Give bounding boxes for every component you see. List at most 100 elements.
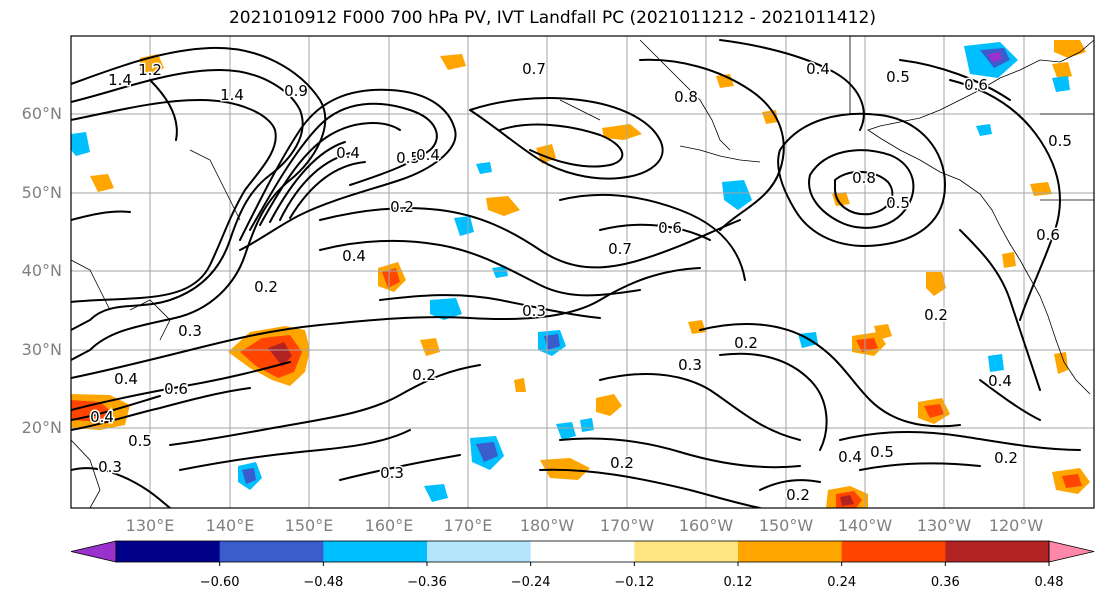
contour-label: 0.4 — [838, 448, 862, 466]
shade-negative — [580, 418, 594, 432]
contour-label: 0.3 — [380, 464, 404, 482]
shade-negative — [988, 354, 1004, 372]
contour-label: 0.2 — [390, 198, 414, 216]
contour-label: 0.4 — [90, 408, 114, 426]
shade-positive — [602, 124, 642, 140]
colorbar-segment — [634, 541, 739, 562]
contour-label: 0.2 — [610, 454, 634, 472]
contour-label: 0.5 — [886, 68, 910, 86]
contour-label: 0.3 — [178, 322, 202, 340]
shade-negative — [976, 124, 992, 136]
lat-label: 30°N — [22, 340, 62, 359]
contour-label: 0.3 — [678, 356, 702, 374]
colorbar-segment — [738, 541, 843, 562]
lon-label: 150°W — [759, 516, 814, 535]
shade-negative — [492, 266, 508, 278]
latitude-labels: 60°N 50°N 40°N 30°N 20°N — [22, 104, 62, 437]
contour-label: 0.3 — [98, 458, 122, 476]
shade-positive — [840, 495, 854, 506]
lon-label: 130°W — [917, 516, 972, 535]
contour-label: 0.5 — [396, 149, 420, 167]
contour-label: 0.6 — [1036, 226, 1060, 244]
shade-positive — [90, 174, 114, 192]
shade-negative — [71, 132, 90, 156]
shade-positive — [382, 268, 400, 288]
colorbar-tick-label: −0.12 — [614, 575, 654, 590]
contour-label: 0.9 — [284, 82, 308, 100]
colorbar-segment — [323, 541, 428, 562]
colorbar-tick-label: 0.48 — [1035, 575, 1064, 590]
shade-positive — [1002, 252, 1016, 268]
colorbar-segment — [219, 541, 324, 562]
contour-label: 1.4 — [108, 71, 132, 89]
colorbar-segment — [841, 541, 946, 562]
contour-label: 0.6 — [164, 380, 188, 398]
shade-positive — [268, 342, 292, 366]
shade-positive — [486, 196, 520, 216]
shade-negative — [476, 162, 492, 174]
contour-labels: 1.21.41.4 0.90.70.80.4 0.5 0.60.50.4 0.50.40… — [89, 59, 1074, 506]
colorbar-segment — [427, 541, 532, 562]
contour-label: 0.2 — [786, 486, 810, 504]
lon-label: 140°E — [206, 516, 255, 535]
shade-positive — [1054, 40, 1086, 58]
contour-label: 0.2 — [254, 278, 278, 296]
shade-positive — [596, 394, 622, 416]
colorbar-tick-label: −0.60 — [200, 575, 240, 590]
shade-positive — [874, 324, 892, 340]
contour-label: 0.4 — [342, 247, 366, 265]
colorbar-segment — [945, 541, 1050, 562]
graticule — [71, 36, 1094, 508]
lon-label: 140°W — [838, 516, 893, 535]
colorbar-tick-label: −0.24 — [511, 575, 551, 590]
contour-label: 0.5 — [870, 443, 894, 461]
shade-positive — [1062, 474, 1082, 488]
contour-label: 0.5 — [886, 194, 910, 212]
longitude-labels: 130°E 140°E 150°E 160°E 170°E 180°W 170°… — [126, 516, 1044, 535]
contour-label: 0.3 — [522, 302, 546, 320]
lat-label: 40°N — [22, 261, 62, 280]
colorbar-tick-label: 0.36 — [931, 575, 960, 590]
shade-positive — [856, 338, 878, 352]
contour-label: 0.5 — [128, 432, 152, 450]
colorbar-extend-min — [70, 540, 117, 563]
shade-negative — [544, 334, 560, 350]
shade-positive — [1030, 182, 1052, 196]
lon-label: 150°E — [285, 516, 334, 535]
contour-label: 0.7 — [608, 240, 632, 258]
shade-positive — [1052, 62, 1072, 80]
contour-label: 0.2 — [994, 449, 1018, 467]
shade-positive — [440, 54, 466, 70]
colorbar-tick-label: 0.24 — [827, 575, 856, 590]
contour-label: 0.4 — [988, 372, 1012, 390]
shade-negative — [1052, 76, 1070, 92]
contour-label: 0.4 — [336, 144, 360, 162]
lon-label: 130°E — [126, 516, 175, 535]
chart-title: 2021010912 F000 700 hPa PV, IVT Landfall… — [228, 8, 876, 28]
colorbar-tick-label: 0.12 — [724, 575, 753, 590]
contour-label: 0.4 — [416, 146, 440, 164]
contour-label: 1.2 — [138, 61, 162, 79]
lat-label: 50°N — [22, 183, 62, 202]
contour-label: 0.8 — [674, 88, 698, 106]
colorbar-tick-label: −0.48 — [303, 575, 343, 590]
shade-positive — [1054, 352, 1068, 374]
contour-label: 0.4 — [114, 370, 138, 388]
colorbar-outline — [115, 540, 1050, 563]
contour-label: 0.2 — [734, 334, 758, 352]
colorbar-tick-label: −0.36 — [407, 575, 447, 590]
colorbar: −0.60 −0.48 −0.36 −0.24 −0.12 0.12 0.24 0.36 0.4… — [70, 540, 1095, 590]
contour-label: 0.4 — [806, 60, 830, 78]
contour-label: 0.6 — [658, 219, 682, 237]
shade-negative — [242, 468, 256, 484]
lon-label: 170°W — [600, 516, 655, 535]
lon-label: 160°W — [679, 516, 734, 535]
colorbar-extend-max — [1048, 540, 1095, 563]
lat-label: 60°N — [22, 104, 62, 123]
lon-label: 120°W — [989, 516, 1044, 535]
contour-label: 0.7 — [522, 60, 546, 78]
shade-positive — [514, 378, 526, 392]
contour-label: 0.8 — [852, 169, 876, 187]
shade-negative — [988, 52, 1002, 62]
